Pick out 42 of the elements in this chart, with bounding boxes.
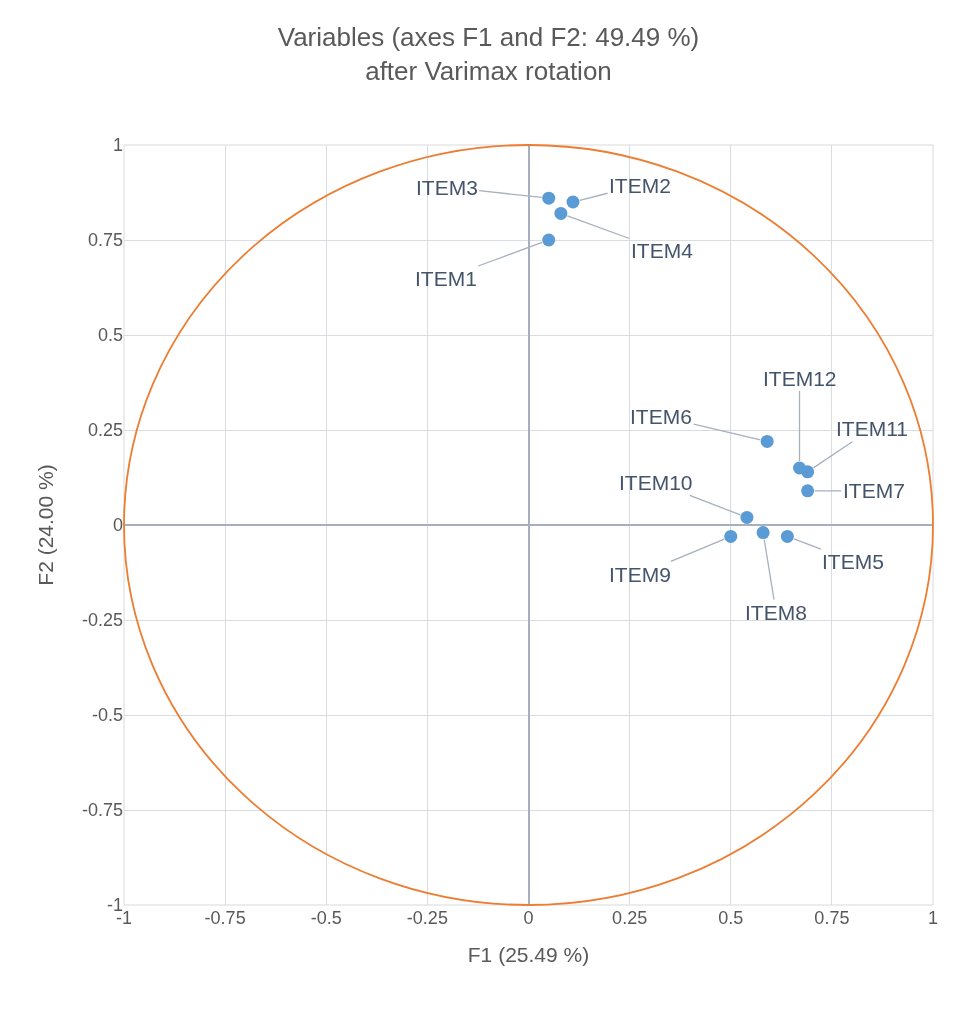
annotation: ITEM7 xyxy=(843,479,905,502)
x-axis-title: F1 (25.49 %) xyxy=(467,943,590,967)
annotation: ITEM4 xyxy=(631,239,694,262)
point xyxy=(801,484,815,498)
point xyxy=(793,461,807,475)
chart-title: Variables (axes F1 and F2: 49.49 %) after Varimax rotation xyxy=(277,22,700,87)
y-tick-label: 1 xyxy=(112,135,123,156)
annotation: ITEM10 xyxy=(619,471,693,494)
y-tick-label: 0.25 xyxy=(87,420,123,441)
y-axis-title: F2 (24.00 %) xyxy=(34,464,58,586)
annotation: ITEM12 xyxy=(763,367,837,390)
y-tick-label: 0.5 xyxy=(97,325,123,346)
x-tick-label: -0.75 xyxy=(204,908,246,928)
annotation: ITEM5 xyxy=(822,550,884,573)
y-tick-label: -0.75 xyxy=(81,800,123,821)
point xyxy=(740,510,754,524)
x-tick-label: 0.25 xyxy=(612,908,648,928)
point xyxy=(756,526,770,540)
point xyxy=(542,191,556,205)
x-tick-label: 0.5 xyxy=(718,908,744,928)
annotation: ITEM3 xyxy=(416,176,478,199)
annotation: ITEM8 xyxy=(745,601,807,624)
y-tick-label: -0.25 xyxy=(81,610,123,631)
annotation: ITEM11 xyxy=(836,417,908,440)
point xyxy=(566,195,580,209)
x-tick-label: -0.5 xyxy=(310,908,342,928)
point xyxy=(724,529,738,543)
x-tick-label: -0.25 xyxy=(406,908,448,928)
y-tick-label: 0.75 xyxy=(87,230,123,251)
y-tick-label: -0.5 xyxy=(91,705,123,726)
x-tick-label: 0.75 xyxy=(814,908,850,928)
point xyxy=(760,434,774,448)
point xyxy=(780,529,794,543)
point xyxy=(554,206,568,220)
x-tick-label: 1 xyxy=(927,908,939,928)
y-tick-label: 0 xyxy=(112,515,123,536)
annotation: ITEM9 xyxy=(609,563,671,586)
x-tick-label: 0 xyxy=(523,908,534,928)
point xyxy=(542,233,556,247)
annotation: ITEM2 xyxy=(609,174,671,197)
annotation: ITEM6 xyxy=(630,405,692,428)
annotation: ITEM1 xyxy=(415,267,477,290)
